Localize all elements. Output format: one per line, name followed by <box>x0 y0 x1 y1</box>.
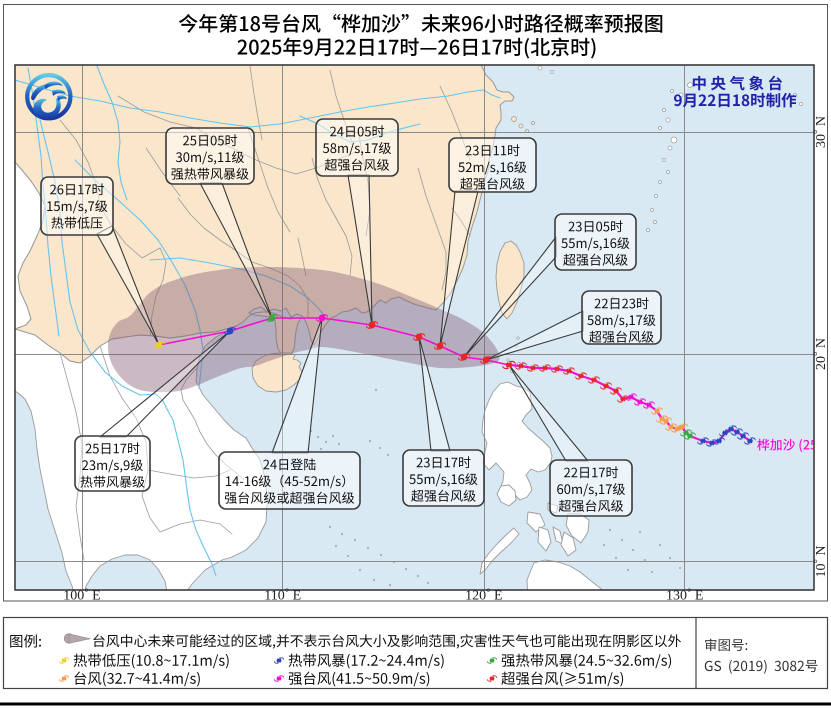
svg-text:20° N: 20° N <box>812 338 829 370</box>
svg-text:110° E: 110° E <box>264 587 301 604</box>
svg-text:120° E: 120° E <box>465 587 502 604</box>
svg-text:30° N: 30° N <box>812 116 829 148</box>
svg-text:10° N: 10° N <box>812 545 829 577</box>
svg-text:130° E: 130° E <box>666 587 703 604</box>
svg-text:100° E: 100° E <box>63 587 100 604</box>
